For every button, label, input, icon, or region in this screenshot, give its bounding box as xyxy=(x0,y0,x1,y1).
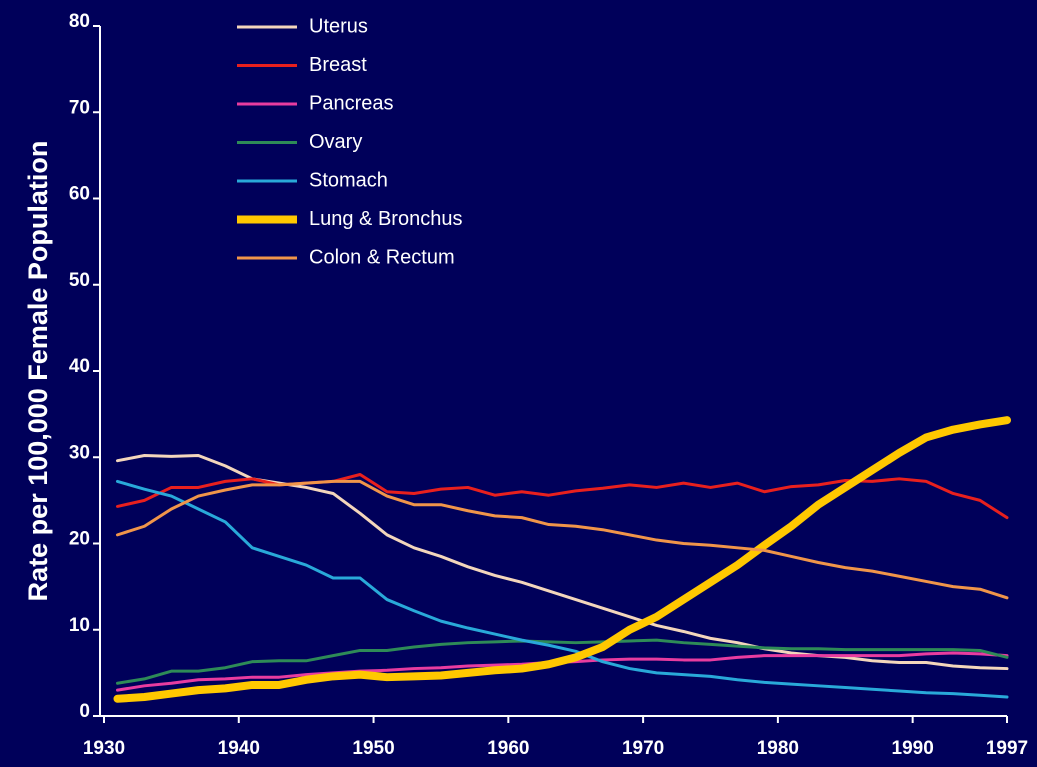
y-tick-label: 10 xyxy=(69,615,90,636)
y-tick-label: 20 xyxy=(69,529,90,550)
y-tick-label: 70 xyxy=(69,97,90,118)
legend-label: Breast xyxy=(309,54,367,76)
y-tick-label: 60 xyxy=(69,184,90,205)
y-tick-label: 0 xyxy=(79,701,90,722)
series-line xyxy=(115,479,1009,600)
legend-label: Uterus xyxy=(309,15,368,37)
series-line xyxy=(113,416,1011,703)
x-tick-label: 1990 xyxy=(892,738,934,759)
x-tick-label: 1950 xyxy=(352,738,394,759)
y-axis-label: Rate per 100,000 Female Population xyxy=(23,141,53,602)
legend-label: Pancreas xyxy=(309,92,394,114)
x-tick-label: 1970 xyxy=(622,738,664,759)
series-line xyxy=(115,479,1009,699)
y-tick-label: 40 xyxy=(69,356,90,377)
x-tick-label: 1930 xyxy=(83,738,125,759)
legend-label: Colon & Rectum xyxy=(309,246,455,268)
series-line xyxy=(115,638,1009,685)
x-tick-label: 1997 xyxy=(986,738,1028,759)
y-tick-label: 30 xyxy=(69,442,90,463)
y-tick-label: 80 xyxy=(69,11,90,32)
legend-label: Lung & Bronchus xyxy=(309,208,462,230)
x-tick-label: 1940 xyxy=(218,738,260,759)
x-tick-label: 1960 xyxy=(487,738,529,759)
y-tick-label: 50 xyxy=(69,270,90,291)
x-tick-label: 1980 xyxy=(757,738,799,759)
legend-label: Ovary xyxy=(309,131,362,153)
legend-label: Stomach xyxy=(309,169,388,191)
